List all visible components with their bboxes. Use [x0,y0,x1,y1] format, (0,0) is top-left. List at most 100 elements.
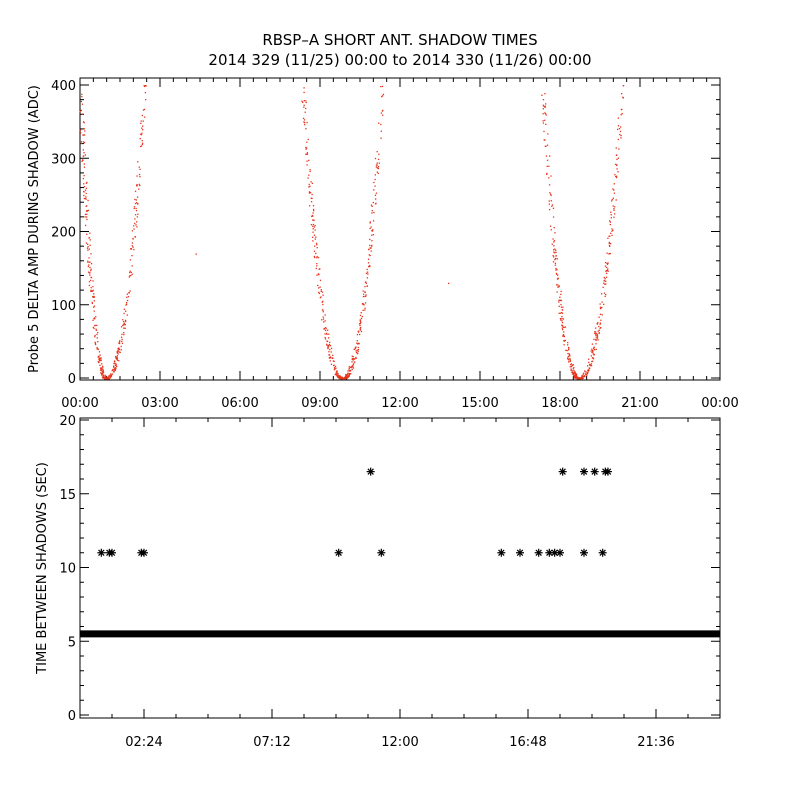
bottom-data-point [580,548,588,557]
top-data-point [82,121,85,123]
top-data-point [552,255,554,257]
top-data-point [368,264,371,267]
top-data-point [94,342,97,345]
top-data-point [139,168,141,170]
top-data-point [312,210,315,212]
top-data-point [329,360,331,362]
top-data-point [140,134,143,136]
top-data-point [548,177,550,179]
top-data-point [333,364,335,367]
bottom-data-point [558,467,567,476]
top-data-point [312,225,314,227]
top-data-point [136,185,138,187]
top-data-point [89,244,91,246]
top-data-point [570,369,572,371]
top-data-point [552,249,555,251]
top-data-point [303,100,305,102]
top-data-point [554,258,557,260]
top-data-point [603,280,605,282]
top-data-point [355,350,357,352]
top-data-point [102,370,104,372]
top-data-point [610,214,612,216]
top-data-point [143,85,145,87]
top-data-point [302,117,305,120]
top-data-point [136,196,139,198]
top-data-point [373,211,375,214]
top-data-point [599,306,602,308]
top-data-point [100,359,102,361]
top-data-point [575,372,577,375]
top-data-point [309,185,311,187]
top-data-point [567,349,570,351]
top-data-point [87,246,89,248]
top-data-point [378,162,380,164]
top-data-point [561,327,564,329]
top-data-point [542,122,545,124]
top-data-point [355,356,357,359]
bottom-data-point [590,467,599,476]
top-data-point [567,359,570,361]
top-data-point [541,94,543,96]
top-data-point [343,377,345,380]
top-data-point [354,347,356,350]
top-data-point [86,218,88,221]
top-data-point [586,371,588,373]
top-data-point [596,322,598,325]
top-data-point [114,364,117,367]
top-data-point [580,377,582,379]
bottom-y-tick-label: 0 [68,709,76,724]
top-data-point [314,245,316,247]
top-data-point [375,166,378,168]
top-data-point [605,272,608,275]
top-data-point [90,289,92,292]
top-data-point [569,366,571,368]
top-data-point [138,173,141,176]
top-data-point [360,321,362,324]
top-data-point [305,128,307,130]
top-data-point [574,372,576,374]
top-data-point [597,339,599,341]
top-data-point [546,165,548,167]
top-data-point [546,144,549,146]
top-data-point [544,119,546,121]
top-data-point [621,93,623,95]
top-data-point [312,205,315,207]
top-data-point [562,306,564,308]
top-data-point [586,365,589,367]
top-data-point [345,377,347,379]
top-data-point [544,139,546,141]
top-data-point [357,350,359,353]
top-data-point [306,121,308,124]
top-data-point [621,112,623,115]
top-data-point [571,373,574,375]
top-data-point [342,377,344,379]
top-data-point [118,351,120,353]
top-data-point [133,207,135,210]
top-data-point [87,209,90,212]
top-data-point [564,326,567,328]
top-data-point [382,93,385,96]
top-data-point [358,323,361,325]
top-data-point [545,123,547,126]
top-data-point [306,152,309,154]
bottom-x-tick-label: 16:48 [509,735,546,750]
top-data-point [339,376,341,379]
top-data-point [616,168,618,170]
top-data-point [319,296,321,299]
top-data-point [327,347,329,350]
top-data-point [593,347,595,349]
top-data-point [358,343,360,345]
top-data-point [357,330,359,333]
top-data-point [595,327,597,329]
top-data-point [352,367,355,369]
top-data-point [615,175,617,178]
top-data-point [319,268,321,270]
top-data-point [347,376,349,378]
bottom-baseline-series [80,630,720,638]
top-data-point [359,324,361,327]
top-data-point [607,262,609,264]
top-data-point [92,296,94,298]
top-data-point [335,373,338,375]
top-data-point [93,327,95,330]
top-data-point [89,261,91,263]
